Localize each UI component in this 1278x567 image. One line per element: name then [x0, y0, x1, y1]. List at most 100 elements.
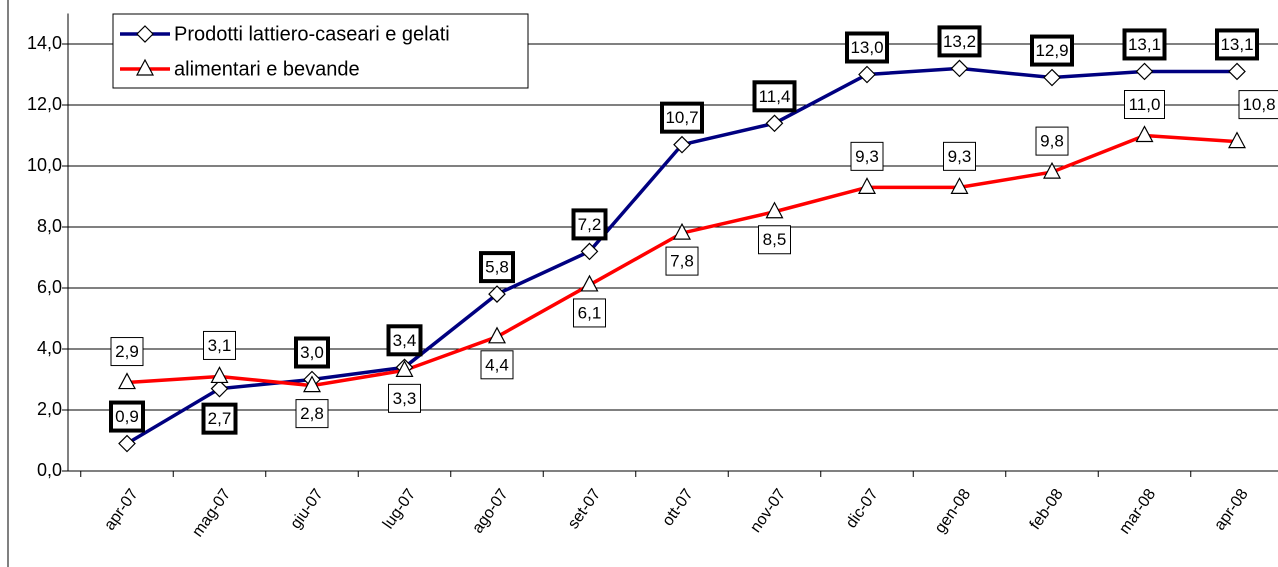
x-tick-label: nov-07: [747, 486, 789, 536]
x-tick-label: dic-07: [843, 486, 882, 532]
data-point: [765, 201, 784, 219]
x-tick-label: apr-07: [101, 486, 142, 534]
value-label: 8,5: [763, 230, 787, 249]
value-label: 13,2: [943, 32, 976, 51]
value-label: 9,8: [1040, 132, 1064, 151]
value-label: 2,7: [208, 409, 232, 428]
value-label: 13,0: [850, 38, 883, 57]
value-label: 5,8: [485, 258, 509, 277]
x-tick-label: lug-07: [380, 486, 420, 532]
x-tick-label: set-07: [565, 486, 605, 532]
x-tick-label: apr-08: [1211, 486, 1252, 534]
legend-box: [112, 13, 529, 89]
data-point: [395, 360, 414, 377]
value-label-box: [201, 402, 238, 435]
value-label-box: [1238, 90, 1278, 120]
x-tick-label: ago-07: [469, 486, 512, 537]
value-label-box: [386, 324, 423, 357]
value-label-box: [110, 337, 144, 367]
y-tick-label: 0,0: [37, 460, 62, 480]
y-tick-label: 2,0: [37, 399, 62, 419]
value-label-box: [752, 80, 797, 113]
value-label: 13,1: [1128, 35, 1161, 54]
data-point: [488, 326, 506, 344]
data-point: [1228, 131, 1246, 149]
data-point: [210, 379, 229, 398]
data-point: [580, 274, 599, 292]
data-point: [136, 25, 154, 43]
value-label-box: [1124, 90, 1165, 119]
value-label: 2,8: [300, 404, 324, 423]
value-label: 3,4: [393, 331, 417, 350]
y-tick-label: 14,0: [27, 33, 62, 53]
value-label-box: [1215, 28, 1259, 61]
data-point: [580, 242, 599, 261]
data-point: [303, 375, 321, 393]
value-label-box: [480, 350, 514, 380]
data-point: [1043, 68, 1061, 87]
value-label: 3,1: [208, 336, 232, 355]
x-tick-label: mag-07: [189, 486, 234, 540]
value-label-box: [294, 336, 330, 369]
value-label-box: [660, 101, 704, 134]
value-label: 7,8: [670, 252, 694, 271]
value-label-box: [1035, 126, 1069, 156]
data-point: [1043, 161, 1061, 179]
value-label-box: [203, 330, 236, 360]
y-tick-label: 12,0: [27, 94, 62, 114]
data-point: [210, 366, 229, 384]
data-point: [1135, 125, 1154, 143]
value-label: 3,3: [393, 389, 417, 408]
value-label: 6,1: [578, 303, 602, 322]
data-point: [858, 177, 876, 194]
value-label: 4,4: [485, 355, 509, 374]
data-point: [118, 434, 136, 453]
y-tick-label: 6,0: [37, 277, 62, 297]
data-point: [118, 372, 136, 390]
value-label-box: [845, 31, 889, 64]
value-label: 2,9: [115, 342, 139, 361]
value-label: 0,9: [115, 407, 139, 426]
value-label: 7,2: [578, 215, 602, 234]
data-point: [950, 59, 969, 78]
value-label-box: [109, 400, 145, 433]
y-tick-label: 10,0: [27, 155, 62, 175]
value-label: 10,7: [665, 108, 698, 127]
data-point: [136, 58, 154, 76]
value-label: 3,0: [300, 343, 324, 362]
data-point: [673, 135, 691, 154]
value-label: 13,1: [1220, 35, 1253, 54]
value-label-box: [1030, 34, 1074, 67]
value-label: 10,8: [1242, 95, 1275, 114]
data-point: [673, 222, 691, 240]
data-point: [488, 285, 506, 303]
value-label-box: [937, 25, 982, 58]
legend-label: alimentari e bevande: [174, 58, 360, 80]
data-point: [1135, 62, 1154, 81]
value-label-box: [1122, 28, 1167, 61]
value-label-box: [295, 399, 329, 429]
data-point: [950, 177, 969, 194]
x-tick-label: gen-08: [932, 486, 975, 537]
y-tick-label: 4,0: [37, 338, 62, 358]
x-tick-label: mar-08: [1116, 486, 1159, 537]
x-tick-label: feb-08: [1027, 486, 1067, 533]
data-point: [858, 65, 876, 84]
y-tick-label: 8,0: [37, 216, 62, 236]
value-label: 9,3: [855, 147, 879, 166]
value-label: 9,3: [948, 147, 972, 166]
value-label-box: [388, 383, 421, 413]
value-label: 12,9: [1035, 41, 1068, 60]
value-label: 11,0: [1129, 95, 1161, 114]
data-point: [1228, 62, 1246, 81]
data-point: [765, 114, 784, 133]
value-label-box: [943, 141, 976, 171]
value-label-box: [573, 298, 606, 328]
x-tick-label: ott-07: [659, 486, 696, 529]
legend: Prodotti lattiero-caseari e gelati alimen…: [112, 13, 529, 89]
value-label: 11,4: [759, 87, 791, 106]
value-label-box: [571, 208, 608, 241]
legend-label: Prodotti lattiero-caseari e gelati: [174, 23, 450, 45]
value-label-box: [479, 251, 515, 284]
